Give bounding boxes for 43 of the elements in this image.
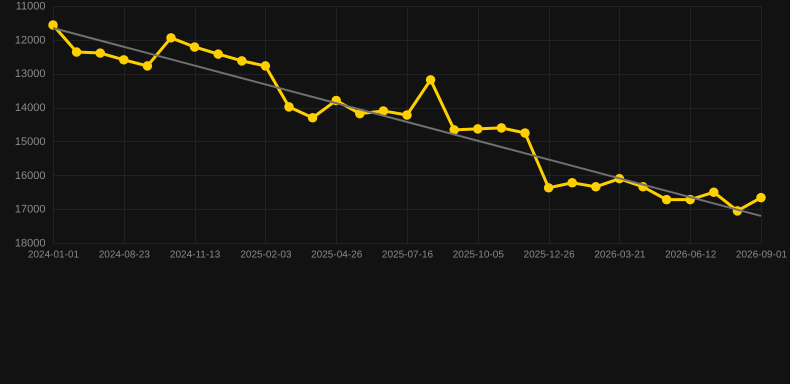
point (449, 125, 459, 135)
point (662, 194, 672, 204)
y-tick-label: 13000 (14, 68, 46, 80)
point (190, 42, 200, 52)
point (402, 110, 412, 120)
point (284, 102, 294, 112)
point (591, 182, 601, 192)
x-tick-label: 2026-06-12 (665, 250, 717, 260)
point (520, 128, 530, 138)
x-tick-label: 2026-03-21 (594, 250, 646, 260)
point (142, 61, 152, 71)
point (119, 55, 129, 65)
point (237, 56, 247, 66)
y-tick-label: 16000 (14, 170, 46, 182)
y-tick-label: 12000 (14, 34, 46, 46)
point (496, 123, 506, 133)
x-tick-label: 2026-09-01 (736, 250, 788, 260)
y-tick-label: 14000 (14, 102, 46, 114)
y-tick-label: 11000 (16, 0, 46, 12)
point (426, 75, 436, 85)
y-tick-label: 18000 (14, 238, 46, 250)
point (473, 124, 483, 134)
point (213, 49, 223, 59)
x-tick-label: 2025-12-26 (524, 250, 576, 260)
x-tick-label: 2025-07-16 (382, 250, 434, 260)
point (756, 192, 766, 202)
point (378, 106, 388, 116)
x-tick-label: 2025-02-03 (240, 250, 292, 260)
x-tick-label: 2024-11-13 (170, 250, 221, 260)
x-tick-label: 2024-01-01 (28, 250, 80, 260)
point (95, 48, 105, 58)
point (567, 178, 577, 188)
point (544, 183, 554, 193)
point (260, 61, 270, 71)
point (166, 33, 176, 43)
x-tick-label: 2025-10-05 (452, 250, 504, 260)
y-tick-label: 17000 (14, 204, 46, 216)
point (72, 47, 82, 57)
x-tick-label: 2024-08-23 (98, 250, 150, 260)
point (709, 187, 719, 197)
point (308, 112, 318, 122)
y-tick-label: 15000 (14, 136, 46, 148)
x-tick-label: 2025-04-26 (311, 250, 363, 260)
